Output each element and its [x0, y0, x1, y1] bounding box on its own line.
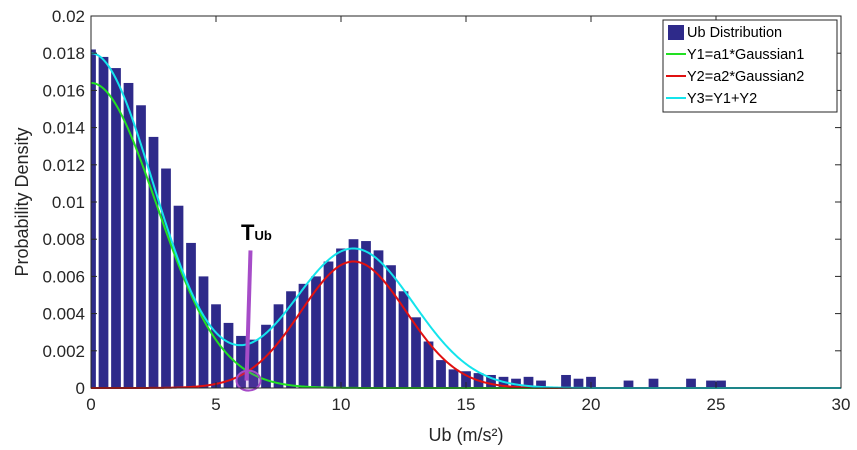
histogram-bar — [198, 276, 209, 388]
histogram-bars — [91, 49, 726, 389]
legend-label: Y3=Y1+Y2 — [687, 91, 757, 107]
histogram-bar — [323, 261, 334, 388]
histogram-bar — [361, 241, 371, 388]
histogram-bar — [111, 68, 121, 388]
legend-label: Y2=a2*Gaussian2 — [687, 69, 804, 85]
y-tick-label: 0.014 — [42, 119, 85, 138]
histogram-bar — [648, 378, 659, 388]
histogram-bar — [486, 374, 496, 388]
x-axis-ticks: 0 5 10 15 20 25 30 — [86, 16, 850, 414]
histogram-bar — [386, 265, 396, 388]
y-tick-label: 0.012 — [42, 156, 85, 175]
histogram-bar — [523, 376, 534, 388]
histogram-bar — [298, 283, 309, 388]
x-tick-label: 5 — [211, 395, 220, 414]
legend-label: Ub Distribution — [687, 25, 782, 41]
y-tick-label: 0.02 — [52, 7, 85, 26]
threshold-marker-line — [244, 250, 253, 381]
histogram-bar — [98, 56, 109, 389]
y-axis-ticks: 0 0.002 0.004 0.006 0.008 0.01 0.012 0.014 0.016… — [42, 7, 841, 398]
threshold-label-sub: Ub — [254, 228, 271, 243]
histogram-bar — [706, 380, 716, 388]
histogram-bar — [161, 168, 171, 388]
threshold-label: TUb — [241, 220, 272, 245]
x-tick-label: 0 — [86, 395, 95, 414]
legend-swatch — [668, 25, 684, 40]
histogram-bar — [286, 291, 296, 388]
histogram-bar — [373, 250, 384, 388]
threshold-label-main: T — [241, 220, 255, 245]
histogram-bar — [623, 380, 634, 388]
y-tick-label: 0.016 — [42, 81, 85, 100]
histogram-bar — [273, 304, 284, 388]
histogram-bar — [248, 339, 259, 388]
histogram-bar — [123, 82, 134, 389]
legend: Ub Distribution Y1=a1*Gaussian1 Y2=a2*Gaus… — [662, 19, 838, 113]
histogram-bar — [91, 49, 96, 388]
y-tick-label: 0.008 — [42, 230, 85, 249]
histogram-bar — [411, 317, 421, 388]
threshold-annotation: TUb — [235, 220, 272, 392]
x-tick-label: 30 — [832, 395, 851, 414]
histogram-bar — [336, 248, 346, 388]
histogram-bar — [423, 341, 434, 388]
histogram-bar — [173, 205, 184, 388]
y-tick-label: 0.018 — [42, 44, 85, 63]
y-tick-label: 0.01 — [52, 193, 85, 212]
y-axis-title: Probability Density — [12, 127, 32, 276]
x-axis-title: Ub (m/s²) — [429, 425, 504, 445]
histogram-bar — [716, 380, 726, 388]
x-tick-label: 20 — [582, 395, 601, 414]
histogram-bar — [136, 105, 146, 388]
histogram-bar — [186, 242, 196, 388]
y-tick-label: 0.006 — [42, 267, 85, 286]
histogram-bar — [311, 276, 321, 388]
histogram-bar — [561, 374, 571, 388]
histogram-bar — [236, 335, 246, 388]
x-tick-label: 25 — [707, 395, 726, 414]
x-tick-label: 15 — [457, 395, 476, 414]
y-tick-label: 0.004 — [42, 305, 85, 324]
histogram-bar — [573, 378, 584, 388]
y-tick-label: 0.002 — [42, 342, 85, 361]
histogram-bar — [148, 136, 159, 388]
histogram-bar — [511, 378, 521, 388]
y-tick-label: 0 — [76, 379, 85, 398]
x-tick-label: 10 — [332, 395, 351, 414]
histogram-bar — [448, 369, 459, 388]
histogram-bar — [461, 371, 471, 388]
threshold-intersection-circle — [235, 369, 262, 392]
histogram-bar — [398, 291, 409, 388]
legend-box — [662, 19, 838, 113]
histogram-bar — [348, 239, 359, 388]
histogram-bar — [211, 304, 221, 388]
histogram-bar — [536, 380, 546, 388]
legend-label: Y1=a1*Gaussian1 — [687, 47, 804, 63]
histogram-bar — [436, 360, 446, 388]
histogram-bar — [686, 378, 696, 388]
